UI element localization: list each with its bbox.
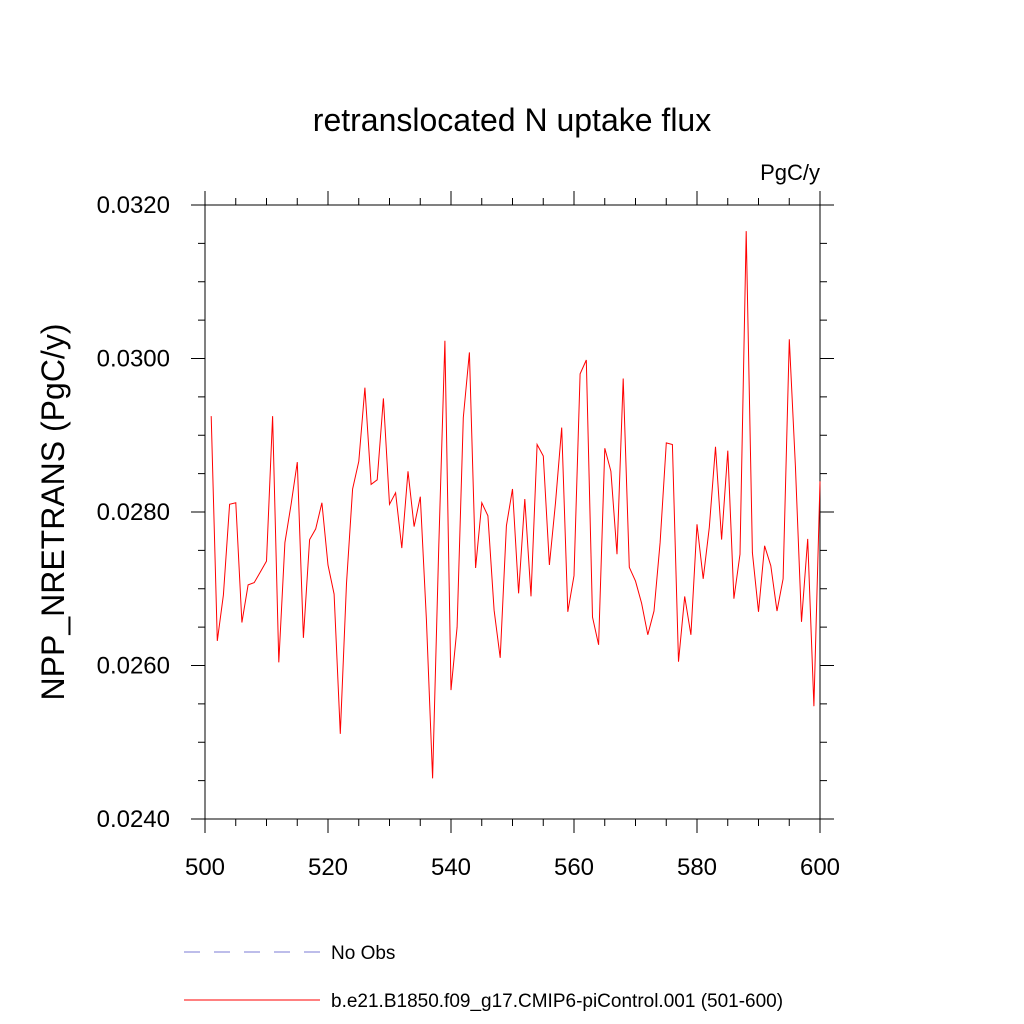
x-tick-label: 540: [431, 854, 471, 881]
x-tick-label: 520: [308, 854, 348, 881]
y-axis-label: NPP_NRETRANS (PgC/y): [35, 324, 71, 701]
units-label: PgC/y: [760, 160, 820, 185]
axis-tick-labels: 500 520 540 560 580 600 0.0240 0.0260 0.0280 0.03…: [97, 192, 840, 881]
legend-label: No Obs: [331, 943, 395, 964]
series-lines: [210, 231, 821, 779]
x-tick-label: 600: [800, 854, 840, 881]
y-tick-label: 0.0280: [97, 499, 170, 526]
plot-frame: [204, 204, 821, 820]
series-line: [210, 231, 821, 779]
legend-label: b.e21.B1850.f09_g17.CMIP6-piControl.001 …: [331, 991, 783, 1012]
x-tick-label: 500: [185, 854, 225, 881]
chart-title: retranslocated N uptake flux: [313, 102, 711, 138]
axis-ticks: [191, 191, 834, 833]
y-tick-label: 0.0240: [97, 806, 170, 833]
y-tick-label: 0.0260: [97, 653, 170, 680]
y-tick-label: 0.0300: [97, 346, 170, 373]
x-tick-label: 560: [554, 854, 594, 881]
x-tick-label: 580: [677, 854, 717, 881]
y-tick-label: 0.0320: [97, 192, 170, 219]
legend: No Obs b.e21.B1850.f09_g17.CMIP6-piContro…: [184, 943, 783, 1012]
